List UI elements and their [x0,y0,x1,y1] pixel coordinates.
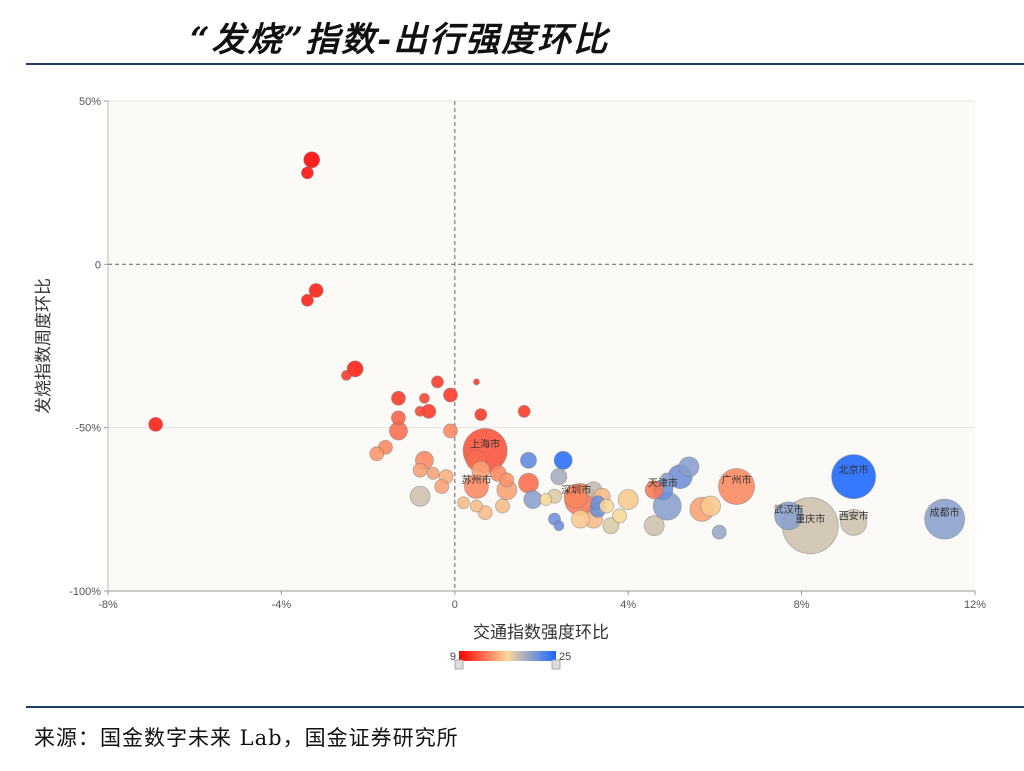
data-point[interactable] [831,454,877,500]
data-point[interactable] [774,501,803,531]
city-label: 广州市 [722,473,752,486]
data-point[interactable] [924,498,966,540]
data-point[interactable] [434,479,450,494]
data-point[interactable] [301,166,314,180]
data-point[interactable] [602,517,620,535]
city-label: 成都市 [930,506,960,519]
city-label: 武汉市 [774,503,804,516]
y-tick-label: 50% [79,96,101,108]
data-point[interactable] [369,446,385,462]
x-tick-label: 0 [452,599,458,611]
data-point[interactable] [414,405,426,417]
top-rule [26,63,1024,65]
data-point[interactable] [711,524,727,540]
x-tick-label: -4% [272,599,292,611]
x-tick-label: 4% [620,599,636,611]
data-point[interactable] [612,508,627,524]
data-point[interactable] [718,468,755,505]
bottom-rule [26,706,1024,708]
data-point[interactable] [518,472,539,494]
x-tick-labels: -8% -4% 0 4% 8% 12% [98,599,986,611]
gridlines [104,100,976,595]
data-point[interactable] [473,378,480,386]
data-point[interactable] [419,392,430,404]
bubbles [148,151,966,555]
zero-lines [108,101,975,591]
data-point[interactable] [539,493,553,506]
data-point[interactable] [301,293,314,307]
data-point[interactable] [563,483,589,509]
source-note: 来源：国金数字未来 Lab，国金证券研究所 [34,726,459,750]
data-point[interactable] [303,151,321,169]
data-point[interactable] [599,498,614,514]
data-point[interactable] [571,509,590,529]
data-point[interactable] [443,423,458,439]
data-point[interactable] [617,489,639,510]
data-point[interactable] [426,466,440,480]
y-tick-label: -50% [75,423,101,435]
data-point[interactable] [700,495,721,517]
data-point[interactable] [517,404,531,418]
data-point[interactable] [457,496,470,510]
data-point[interactable] [659,472,675,488]
data-point[interactable] [643,515,665,537]
page-title: “发烧”指数-出行强度环比 [190,20,610,60]
y-axis-title: 发烧指数周度环比 [34,278,54,414]
city-label: 深圳市 [561,483,591,496]
y-tick-label: 0 [95,259,101,271]
data-point[interactable] [840,509,868,536]
data-point[interactable] [391,390,406,406]
data-point[interactable] [308,283,324,298]
data-point[interactable] [644,480,664,500]
city-label: 重庆市 [795,513,825,526]
data-point[interactable] [523,490,543,509]
data-point[interactable] [474,408,488,422]
data-point[interactable] [553,520,565,532]
data-point[interactable] [412,462,428,478]
data-point[interactable] [550,468,568,486]
city-label: 西安市 [839,509,869,522]
color-legend-max-label: 25 [559,651,571,663]
color-legend: 9 25 [450,651,571,670]
data-point[interactable] [470,499,483,513]
data-point[interactable] [341,369,352,381]
data-point[interactable] [148,416,164,432]
x-tick-label: 12% [964,599,986,611]
data-point[interactable] [553,450,573,470]
city-label: 北京市 [839,464,869,477]
data-point[interactable] [409,485,431,507]
city-label: 天津市 [648,477,678,490]
y-tick-label: -100% [69,586,101,598]
x-axis-title: 交通指数强度环比 [473,623,609,643]
data-point[interactable] [443,387,458,403]
color-legend-min-label: 9 [450,651,456,663]
data-point[interactable] [471,460,491,480]
data-point[interactable] [499,472,515,488]
data-point[interactable] [391,410,406,426]
city-label: 上海市 [470,438,500,451]
color-legend-handle-min[interactable] [454,659,464,670]
data-point[interactable] [520,451,537,469]
x-tick-label: -8% [98,599,118,611]
color-legend-handle-max[interactable] [551,659,561,670]
x-tick-label: 8% [794,599,810,611]
y-tick-labels: 50% 0 -50% -100% [69,96,101,598]
data-point[interactable] [431,375,444,389]
color-legend-bar[interactable] [459,651,556,661]
city-label: 苏州市 [461,473,491,486]
data-point[interactable] [678,456,700,478]
data-point[interactable] [495,498,510,514]
